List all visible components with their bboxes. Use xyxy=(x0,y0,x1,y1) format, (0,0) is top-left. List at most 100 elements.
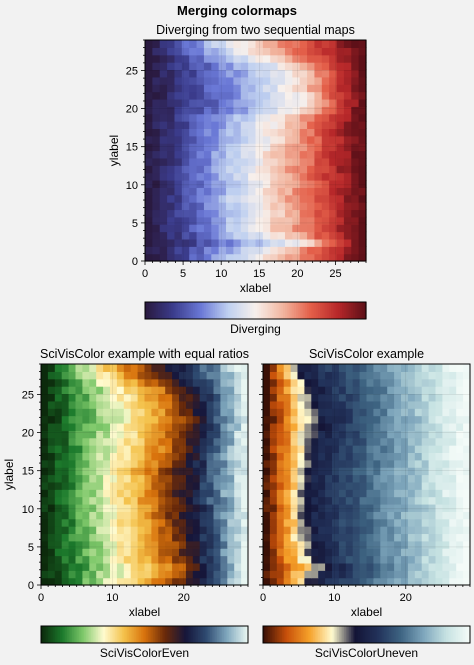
heatmap-cell xyxy=(54,518,63,527)
colorbar-segment xyxy=(375,626,378,643)
heatmap-cell xyxy=(325,422,333,431)
heatmap-cell xyxy=(218,106,227,115)
heatmap-cell xyxy=(213,496,221,505)
heatmap-cell xyxy=(165,555,173,564)
heatmap-cell xyxy=(366,474,374,483)
heatmap-cell xyxy=(284,246,293,255)
heatmap-cell xyxy=(41,415,49,424)
heatmap-cell xyxy=(61,393,70,402)
heatmap-cell xyxy=(435,437,443,446)
heatmap-cell xyxy=(314,128,323,137)
heatmap-cell xyxy=(304,378,312,387)
colorbar-segment xyxy=(104,626,108,643)
heatmap-cell xyxy=(321,172,330,181)
heatmap-cell xyxy=(263,503,271,512)
heatmap-cell xyxy=(172,445,180,453)
heatmap-cell xyxy=(435,496,443,505)
heatmap-cell xyxy=(196,165,205,174)
heatmap-cell xyxy=(290,408,299,417)
heatmap-cell xyxy=(336,76,345,85)
heatmap-cell xyxy=(358,98,367,107)
heatmap-cell xyxy=(304,430,312,439)
colorbar-segment xyxy=(108,626,111,643)
colorbar-segment xyxy=(213,302,216,319)
heatmap-cell xyxy=(263,496,271,505)
heatmap-cell xyxy=(68,526,77,535)
heatmap-cell xyxy=(373,437,381,446)
heatmap-cell xyxy=(203,253,212,262)
heatmap-cell xyxy=(325,445,333,453)
heatmap-cell xyxy=(116,371,125,380)
heatmap-cell xyxy=(137,570,146,579)
heatmap-cell xyxy=(329,246,338,255)
colorbar-segment xyxy=(151,626,154,643)
heatmap-cell xyxy=(276,489,285,498)
heatmap-cell xyxy=(292,157,301,166)
heatmap-cell xyxy=(262,224,271,233)
heatmap-cell xyxy=(270,76,279,85)
heatmap-cell xyxy=(196,202,205,211)
heatmap-cell xyxy=(213,408,221,417)
colorbar-segment xyxy=(388,626,392,643)
heatmap-cell xyxy=(218,238,227,247)
heatmap-cell xyxy=(144,540,152,549)
heatmap-cell xyxy=(174,179,183,188)
colorbar-segment xyxy=(321,626,324,643)
heatmap-cell xyxy=(137,474,146,483)
heatmap-cell xyxy=(130,430,139,439)
heatmap-cell xyxy=(345,481,354,490)
colorbar-segment xyxy=(128,626,132,643)
heatmap-cell xyxy=(269,467,278,476)
colorbar-frame xyxy=(262,625,471,644)
heatmap-cell xyxy=(269,555,278,564)
heatmap-cell xyxy=(463,474,471,483)
colorbar-segment xyxy=(311,626,314,643)
heatmap-cell xyxy=(167,40,176,48)
heatmap-cell xyxy=(352,459,361,468)
colorbar-segment xyxy=(58,626,61,643)
heatmap-cell xyxy=(435,400,443,409)
heatmap-cell xyxy=(240,194,249,203)
colorbar-segment xyxy=(194,302,198,319)
heatmap-cell xyxy=(421,526,430,535)
heatmap-cell xyxy=(172,548,180,557)
heatmap-cell xyxy=(103,452,111,461)
colorbar-segment xyxy=(237,302,240,319)
colorbar-segment xyxy=(185,302,188,319)
heatmap-cell xyxy=(394,364,402,372)
heatmap-cell xyxy=(130,518,139,527)
heatmap-cell xyxy=(89,408,97,417)
heatmap-cell xyxy=(463,562,471,571)
heatmap-cell xyxy=(227,452,235,461)
heatmap-cell xyxy=(314,47,323,56)
heatmap-cell xyxy=(407,518,416,527)
heatmap-cell xyxy=(185,445,194,453)
heatmap-cell xyxy=(442,503,450,512)
heatmap-cell xyxy=(174,150,183,159)
heatmap-cell xyxy=(387,408,395,417)
heatmap-cell xyxy=(307,187,316,196)
colorbar-segment xyxy=(161,302,165,319)
heatmap-cell xyxy=(421,503,430,512)
heatmap-cell xyxy=(211,135,220,144)
heatmap-cell xyxy=(366,371,374,380)
heatmap-cell xyxy=(174,202,183,211)
heatmap-cell xyxy=(110,386,118,395)
heatmap-cell xyxy=(152,121,161,129)
heatmap-cell xyxy=(47,503,56,512)
heatmap-cell xyxy=(227,511,235,520)
colorbar-segment xyxy=(359,626,362,643)
colorbar-segment xyxy=(61,626,65,643)
heatmap-cell xyxy=(358,179,367,188)
heatmap-cell xyxy=(321,179,330,188)
heatmap-cell xyxy=(203,246,212,255)
heatmap-cell xyxy=(359,378,368,387)
heatmap-cell xyxy=(290,467,299,476)
heatmap-cell xyxy=(449,386,457,395)
colorbar-segment xyxy=(358,302,362,319)
heatmap-cell xyxy=(241,511,249,520)
heatmap-cell xyxy=(213,467,221,476)
heatmap-cell xyxy=(380,393,388,402)
heatmap-cell xyxy=(227,489,235,498)
heatmap-cell xyxy=(307,40,316,48)
